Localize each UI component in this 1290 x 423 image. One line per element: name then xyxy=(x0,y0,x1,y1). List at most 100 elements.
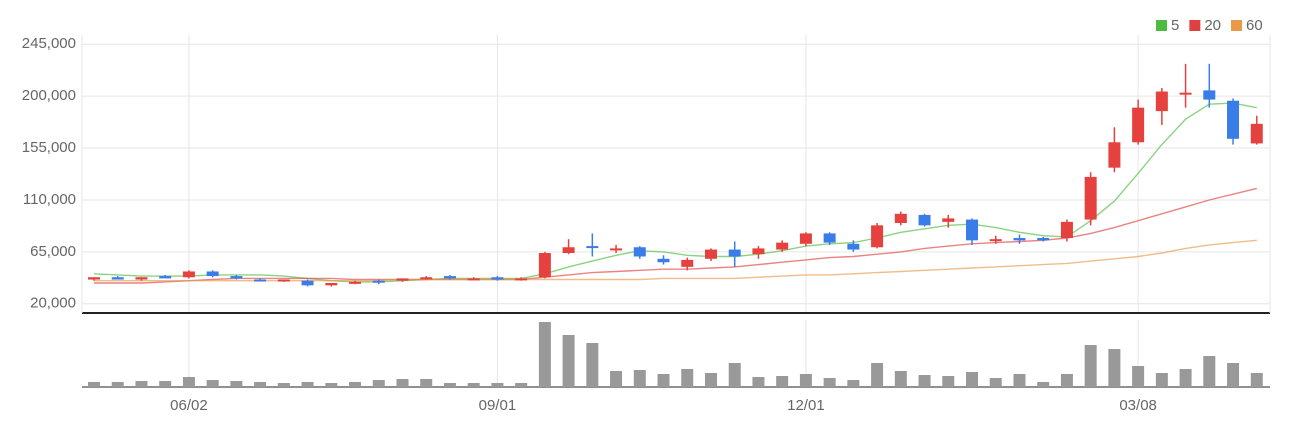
volume-bar xyxy=(467,383,480,387)
candle-body xyxy=(776,242,789,250)
candle-body xyxy=(799,233,812,244)
volume-bar xyxy=(420,379,433,387)
candle-body xyxy=(681,259,694,267)
ma-line xyxy=(94,187,1257,284)
candle-body xyxy=(277,279,290,282)
legend-label: 5 xyxy=(1171,17,1179,34)
volume-bar xyxy=(1203,356,1216,387)
volume-bar xyxy=(396,379,409,387)
volume-bar xyxy=(1227,363,1240,387)
volume-bar xyxy=(966,372,979,387)
candle-body xyxy=(538,253,551,278)
candle-body xyxy=(301,280,314,286)
volume-bar xyxy=(254,382,267,387)
volume-bar xyxy=(610,371,623,387)
candle-body xyxy=(254,279,267,282)
volume-bar xyxy=(1155,373,1168,387)
candle-body xyxy=(1203,90,1216,100)
volume-bar xyxy=(230,381,243,387)
candle-body xyxy=(918,214,931,226)
volume-bar xyxy=(1179,369,1192,387)
volume-bar xyxy=(562,335,575,387)
candle-body xyxy=(467,278,480,281)
volume-bar xyxy=(491,383,504,387)
candle-body xyxy=(230,276,243,279)
candle-body xyxy=(349,281,362,284)
volume-bar xyxy=(633,370,646,387)
candle-body xyxy=(1037,238,1050,241)
candle-body xyxy=(88,277,100,280)
y-tick-label: 110,000 xyxy=(23,191,76,208)
volume-bar xyxy=(372,380,385,387)
volume-bar xyxy=(1084,345,1097,387)
volume-bar xyxy=(1132,366,1145,387)
volume-bar xyxy=(159,381,172,387)
candle-body xyxy=(633,247,646,257)
y-tick-label: 200,000 xyxy=(22,87,76,104)
candle-body xyxy=(847,243,860,250)
candle-body xyxy=(206,271,219,277)
candle-body xyxy=(443,276,456,279)
volume-bar xyxy=(657,374,670,387)
y-tick-label: 245,000 xyxy=(22,35,76,52)
volume-bar xyxy=(776,376,789,387)
candle-body xyxy=(1227,100,1240,139)
candle-body xyxy=(657,258,670,263)
volume-bar xyxy=(301,382,314,387)
candle-body xyxy=(159,276,172,279)
volume-bar xyxy=(1250,373,1263,387)
volume-bar xyxy=(728,363,741,387)
volume-bar xyxy=(349,382,362,387)
legend-label: 60 xyxy=(1246,17,1263,34)
volume-bar xyxy=(847,380,860,387)
candle-body xyxy=(1060,221,1073,239)
legend-label: 20 xyxy=(1204,17,1221,34)
candle-body xyxy=(325,283,338,286)
candle-body xyxy=(966,219,979,241)
volume-bar xyxy=(111,382,124,387)
candle-body xyxy=(1155,91,1168,112)
candle-body xyxy=(823,233,836,243)
x-tick-label: 03/08 xyxy=(1119,397,1157,414)
volume-bar xyxy=(515,383,528,387)
volume-bar xyxy=(277,383,290,387)
volume-bar xyxy=(871,363,884,387)
candle-body xyxy=(752,248,765,255)
volume-bar xyxy=(538,322,551,387)
volume-bar xyxy=(894,371,907,387)
candle-body xyxy=(372,280,385,283)
candle-body xyxy=(894,213,907,224)
candle-body xyxy=(704,249,717,259)
volume-bar xyxy=(1037,382,1050,387)
candle-body xyxy=(111,277,124,280)
candle-body xyxy=(491,277,504,280)
candle-body xyxy=(586,246,599,249)
volume-bar xyxy=(586,343,599,387)
candle-body xyxy=(942,218,955,222)
candle-body xyxy=(871,225,884,248)
candle-body xyxy=(1250,123,1263,144)
volume-bar xyxy=(206,380,219,387)
volume-bar xyxy=(823,378,836,387)
volume-bar xyxy=(88,382,100,387)
legend-swatch xyxy=(1231,20,1243,31)
volume-bar xyxy=(135,381,148,387)
legend-swatch xyxy=(1189,20,1201,31)
candle-body xyxy=(1084,176,1097,220)
candle-body xyxy=(562,247,575,254)
x-tick-label: 12/01 xyxy=(787,397,825,414)
volume-bar xyxy=(799,374,812,387)
volume-bar xyxy=(989,378,1002,387)
candle-body xyxy=(728,249,741,257)
volume-bar xyxy=(681,369,694,387)
candle-body xyxy=(515,278,528,281)
volume-bar xyxy=(325,383,338,387)
candle-body xyxy=(135,277,148,280)
volume-bar xyxy=(752,377,765,387)
candle-body xyxy=(396,278,409,281)
volume-bar xyxy=(704,373,717,387)
candle-body xyxy=(1013,238,1026,241)
volume-bar xyxy=(942,376,955,387)
